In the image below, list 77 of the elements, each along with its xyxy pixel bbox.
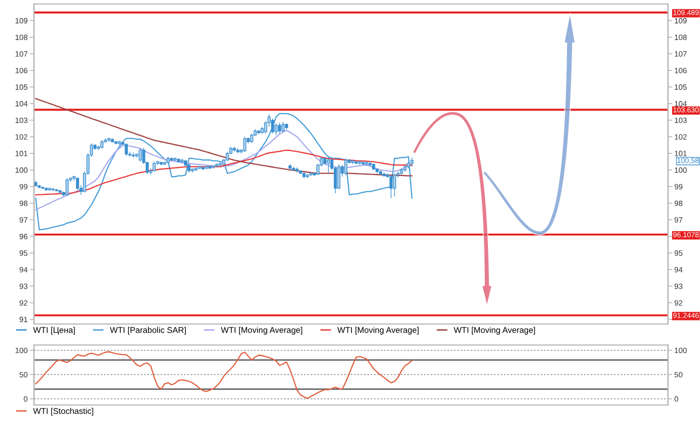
candlestick	[271, 118, 274, 134]
candlestick	[160, 161, 163, 166]
candlestick	[326, 157, 330, 173]
candlestick	[390, 174, 393, 199]
candlestick	[180, 158, 184, 164]
candlestick	[58, 190, 62, 194]
candlestick	[282, 121, 285, 132]
candlestick	[376, 168, 379, 174]
candlestick	[198, 165, 201, 170]
candlestick	[52, 188, 55, 192]
candlestick	[354, 160, 358, 165]
line-series	[35, 112, 413, 230]
candlestick	[250, 133, 254, 143]
candlestick	[118, 140, 121, 146]
legend-label: WTI [Moving Average]	[454, 326, 535, 335]
candlestick	[41, 186, 44, 190]
candlestick	[372, 162, 376, 170]
candlestick	[351, 160, 354, 165]
candlestick	[190, 168, 194, 173]
candlestick	[34, 180, 38, 187]
candlestick	[208, 165, 212, 169]
candlestick	[285, 123, 288, 130]
candlestick	[194, 167, 198, 172]
candlestick	[114, 140, 118, 145]
candlestick	[201, 166, 204, 170]
candlestick	[38, 184, 41, 189]
legend-label: WTI [Moving Average]	[220, 326, 302, 335]
candlestick	[204, 165, 208, 170]
candlestick	[110, 138, 114, 143]
candlestick	[362, 161, 365, 166]
candlestick	[298, 170, 302, 174]
candlestick	[400, 168, 404, 176]
candlestick	[138, 148, 142, 162]
candlestick	[100, 140, 104, 149]
legend-label: WTI [Цена]	[33, 326, 75, 335]
candlestick	[170, 157, 174, 162]
line-series	[35, 351, 413, 399]
candlestick	[236, 148, 240, 154]
candlestick	[166, 156, 170, 164]
candlestick	[132, 152, 135, 158]
candlestick	[152, 161, 156, 172]
candlestick	[306, 174, 309, 179]
candlestick	[403, 164, 407, 172]
candlestick	[232, 146, 236, 152]
candlestick	[124, 143, 128, 156]
candlestick	[406, 161, 410, 169]
candlestick	[177, 158, 180, 163]
candlestick	[66, 178, 69, 196]
candlestick	[382, 172, 386, 177]
legend-label: WTI [Parabolic SAR]	[110, 326, 186, 335]
candlestick	[365, 161, 368, 166]
candlestick	[107, 137, 110, 142]
candlestick	[410, 157, 414, 168]
candlestick	[292, 166, 296, 172]
legend-label: WTI [Moving Average]	[337, 326, 419, 335]
candlestick	[174, 157, 177, 162]
candlestick	[393, 172, 396, 197]
candlestick	[215, 162, 218, 168]
candlestick	[257, 130, 260, 135]
candlestick	[243, 136, 246, 152]
legend-label: WTI [Stochastic]	[33, 408, 94, 416]
candlestick	[295, 167, 299, 173]
line-series	[35, 150, 413, 196]
line-series	[35, 130, 413, 210]
candlestick	[44, 187, 48, 192]
candlestick	[278, 122, 282, 134]
candlestick	[309, 172, 312, 176]
candlestick	[55, 188, 58, 192]
candlestick	[288, 164, 292, 170]
candlestick	[187, 164, 191, 173]
candlestick	[344, 158, 348, 176]
candlestick	[337, 164, 340, 190]
candlestick	[218, 162, 222, 168]
candlestick	[302, 172, 306, 179]
candlestick	[379, 170, 382, 176]
candlestick	[212, 164, 215, 169]
candlestick	[358, 160, 362, 166]
